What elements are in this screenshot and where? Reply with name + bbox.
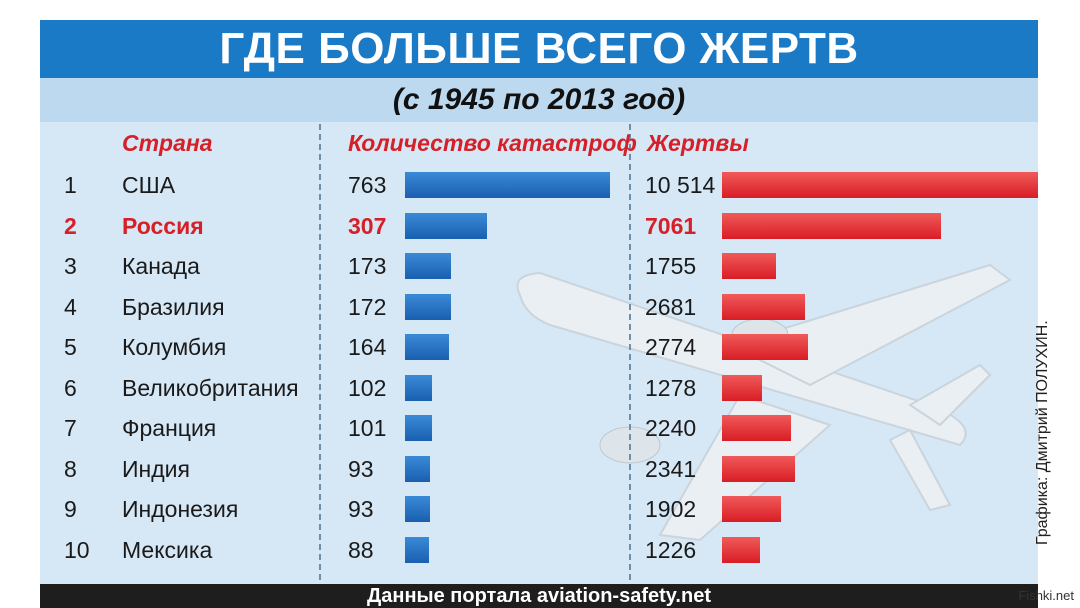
victims-bar: [722, 293, 805, 320]
country-label: Канада: [122, 253, 200, 279]
table-row: 4 Бразилия 172 2681: [40, 287, 1038, 327]
country-label: Колумбия: [122, 334, 227, 360]
victims-label: 10 514: [645, 172, 716, 198]
crash-count-label: 93: [348, 455, 374, 482]
victims-label: 7061: [645, 212, 697, 239]
crash-count-label: 173: [348, 253, 387, 279]
page-title: ГДЕ БОЛЬШЕ ВСЕГО ЖЕРТВ АВИАКАТАСТРОФ: [40, 20, 1038, 131]
victims-label: 1226: [645, 536, 697, 563]
header-victims: Жертвы: [647, 130, 749, 156]
crash-bar: [405, 172, 610, 198]
graphics-credit: Графика: Дмитрий ПОЛУХИН.: [1034, 320, 1051, 545]
rank-label: 8: [64, 455, 77, 482]
crash-bar: [405, 334, 449, 360]
crash-count-label: 93: [348, 496, 374, 522]
victims-label: 2341: [645, 455, 697, 482]
rank-label: 6: [64, 374, 77, 401]
victims-bar: [722, 253, 776, 279]
header-crashes: Количество катастроф: [348, 130, 637, 156]
column-divider-1: [319, 124, 321, 580]
country-label: США: [122, 172, 176, 198]
country-label: Россия: [122, 212, 204, 239]
victims-label: 2240: [645, 415, 697, 441]
rank-label: 3: [64, 253, 77, 279]
table-row: 8 Индия 93 2341: [40, 449, 1038, 489]
rank-label: 1: [64, 172, 77, 198]
table-row: 1 США 763 10 514: [40, 165, 1038, 205]
country-label: Великобритания: [122, 374, 299, 401]
rank-label: 4: [64, 293, 77, 320]
crash-count-label: 164: [348, 334, 387, 360]
victims-label: 2774: [645, 334, 697, 360]
infographic: ГДЕ БОЛЬШЕ ВСЕГО ЖЕРТВ АВИАКАТАСТРОФ (с …: [40, 20, 1038, 608]
country-label: Франция: [122, 415, 217, 441]
victims-bar: [722, 172, 1038, 198]
table-row: 9 Индонезия 93 1902: [40, 489, 1038, 529]
watermark: Fishki.net: [1018, 588, 1074, 603]
rank-label: 7: [64, 415, 77, 441]
crash-count-label: 307: [348, 212, 387, 239]
victims-label: 2681: [645, 293, 697, 320]
victims-bar: [722, 536, 760, 563]
victims-label: 1278: [645, 374, 697, 401]
crash-bar: [405, 293, 451, 320]
column-divider-2: [629, 124, 631, 580]
table-row: 3 Канада 173 1755: [40, 246, 1038, 286]
victims-bar: [722, 212, 941, 239]
crash-bar: [405, 536, 429, 563]
country-label: Индонезия: [122, 496, 239, 522]
country-label: Бразилия: [122, 293, 225, 320]
crash-bar: [405, 253, 451, 279]
victims-label: 1902: [645, 496, 697, 522]
victims-bar: [722, 496, 781, 522]
rank-label: 5: [64, 334, 77, 360]
crash-count-label: 88: [348, 536, 374, 563]
victims-bar: [722, 455, 795, 482]
crash-count-label: 102: [348, 374, 387, 401]
crash-count-label: 172: [348, 293, 387, 320]
victims-bar: [722, 374, 762, 401]
crash-bar: [405, 212, 487, 239]
victims-label: 1755: [645, 253, 697, 279]
table-row: 6 Великобритания 102 1278: [40, 368, 1038, 408]
crash-count-label: 763: [348, 172, 387, 198]
page-subtitle: (с 1945 по 2013 год): [40, 78, 1038, 122]
crash-bar: [405, 415, 432, 441]
source-footer: Данные портала aviation-safety.net: [40, 584, 1038, 608]
crash-bar: [405, 455, 430, 482]
rank-label: 2: [64, 212, 77, 239]
victims-bar: [722, 334, 808, 360]
victims-bar: [722, 415, 791, 441]
rank-label: 10: [64, 536, 90, 563]
header-country: Страна: [122, 130, 213, 156]
table-row: 7 Франция 101 2240: [40, 408, 1038, 448]
country-label: Индия: [122, 455, 190, 482]
table-row: 5 Колумбия 164 2774: [40, 327, 1038, 367]
table-row: 10 Мексика 88 1226: [40, 530, 1038, 570]
crash-bar: [405, 496, 430, 522]
rank-label: 9: [64, 496, 77, 522]
crash-count-label: 101: [348, 415, 387, 441]
country-label: Мексика: [122, 536, 213, 563]
crash-bar: [405, 374, 432, 401]
table-row: 2 Россия 307 7061: [40, 206, 1038, 246]
